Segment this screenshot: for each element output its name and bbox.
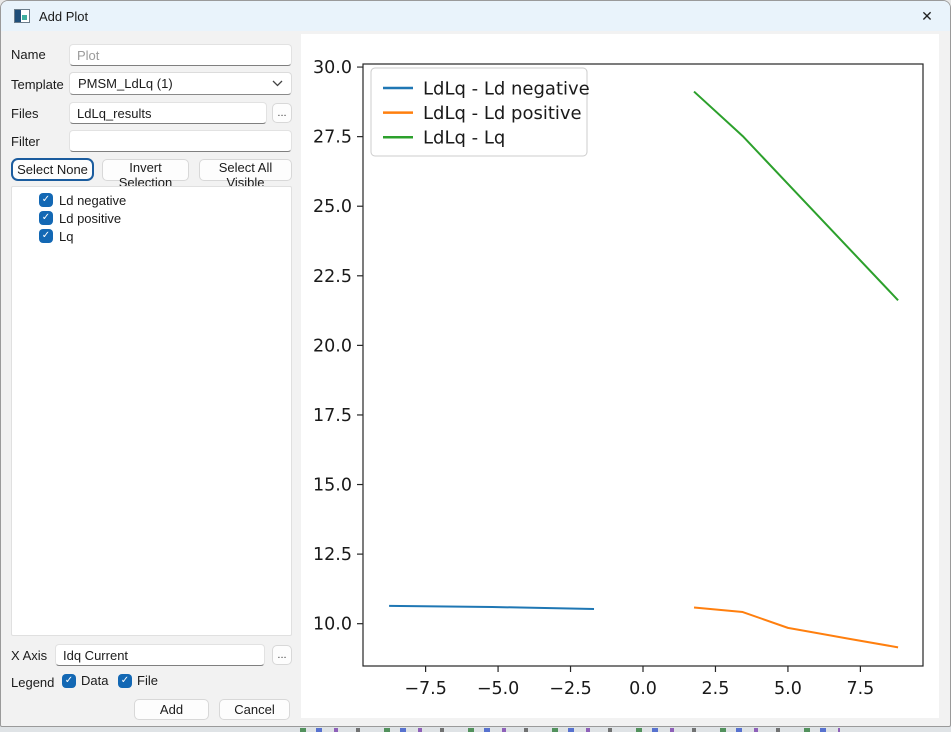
xaxis-input[interactable] — [55, 644, 265, 666]
legend-entry-label: LdLq - Ld negative — [423, 79, 590, 100]
series-list: Ld negative Ld positive Lq — [11, 186, 292, 636]
x-tick-label: 5.0 — [774, 679, 802, 699]
series-line-1 — [693, 606, 899, 649]
checkbox-checked-icon[interactable] — [39, 193, 53, 207]
close-icon[interactable]: ✕ — [921, 7, 933, 24]
series-line-2 — [693, 90, 899, 301]
chevron-down-icon — [272, 80, 283, 87]
legend-file-option[interactable]: File — [118, 673, 158, 688]
y-tick-label: 10.0 — [313, 615, 352, 635]
y-tick-label: 17.5 — [313, 406, 352, 426]
list-item-lq[interactable]: Lq — [12, 227, 291, 245]
files-label: Files — [11, 106, 39, 121]
legend-option-label: File — [137, 673, 158, 688]
x-tick-label: 0.0 — [629, 679, 657, 699]
legend-data-option[interactable]: Data — [62, 673, 108, 688]
template-select[interactable]: PMSM_LdLq (1) — [69, 72, 292, 95]
legend-entry-label: LdLq - Ld positive — [423, 103, 582, 124]
y-tick-label: 25.0 — [313, 197, 352, 217]
list-item-ld-positive[interactable]: Ld positive — [12, 209, 291, 227]
name-input[interactable] — [69, 44, 292, 66]
list-item-label: Lq — [59, 228, 74, 244]
invert-selection-button[interactable]: Invert Selection — [102, 159, 189, 190]
app-window-icon — [14, 9, 30, 23]
files-browse-button[interactable]: ... — [272, 103, 292, 123]
xaxis-browse-button[interactable]: ... — [272, 645, 292, 665]
legend-label: Legend — [11, 675, 55, 690]
chart-svg: −7.5 −5.0 −2.5 0.0 2.5 5.0 7.5 10.0 12.5 15.0 17.5… — [313, 58, 924, 699]
add-button[interactable]: Add — [134, 699, 209, 720]
chart-legend-box — [370, 67, 588, 157]
y-tick-label: 27.5 — [313, 128, 352, 148]
filter-input[interactable] — [69, 130, 292, 152]
template-selected-value: PMSM_LdLq (1) — [78, 76, 173, 91]
background-text-speckles — [300, 728, 840, 732]
legend-option-label: Data — [81, 673, 109, 688]
checkbox-checked-icon[interactable] — [39, 211, 53, 225]
checkbox-checked-icon[interactable] — [118, 673, 132, 688]
name-label: Name — [11, 47, 46, 62]
checkbox-checked-icon[interactable] — [62, 673, 76, 688]
legend-entry-label: LdLq - Lq — [423, 128, 505, 149]
list-item-ld-negative[interactable]: Ld negative — [12, 191, 291, 209]
x-tick-label: 7.5 — [846, 679, 874, 699]
files-input[interactable] — [69, 102, 267, 124]
y-tick-label: 22.5 — [313, 267, 352, 287]
x-tick-label: −5.0 — [477, 679, 520, 699]
x-tick-label: −2.5 — [549, 679, 592, 699]
cancel-button[interactable]: Cancel — [219, 699, 290, 720]
xaxis-label: X Axis — [11, 648, 48, 663]
list-item-label: Ld positive — [59, 210, 122, 226]
checkbox-checked-icon[interactable] — [39, 229, 53, 243]
filter-label: Filter — [11, 134, 40, 149]
series-line-0 — [389, 604, 595, 610]
y-tick-label: 15.0 — [313, 476, 352, 496]
select-all-visible-button[interactable]: Select All Visible — [199, 159, 292, 190]
window-title: Add Plot — [39, 8, 89, 24]
y-tick-label: 12.5 — [313, 545, 352, 565]
x-tick-label: 2.5 — [702, 679, 730, 699]
y-tick-label: 30.0 — [313, 58, 352, 78]
plot-preview-canvas: −7.5 −5.0 −2.5 0.0 2.5 5.0 7.5 10.0 12.5 15.0 17.5… — [301, 34, 939, 718]
select-none-button[interactable]: Select None — [11, 158, 94, 181]
x-tick-label: −7.5 — [404, 679, 447, 699]
y-tick-label: 20.0 — [313, 336, 352, 356]
background-window-sliver — [0, 724, 951, 732]
list-item-label: Ld negative — [59, 192, 127, 208]
titlebar[interactable]: Add Plot ✕ — [1, 1, 950, 31]
template-label: Template — [11, 77, 64, 92]
